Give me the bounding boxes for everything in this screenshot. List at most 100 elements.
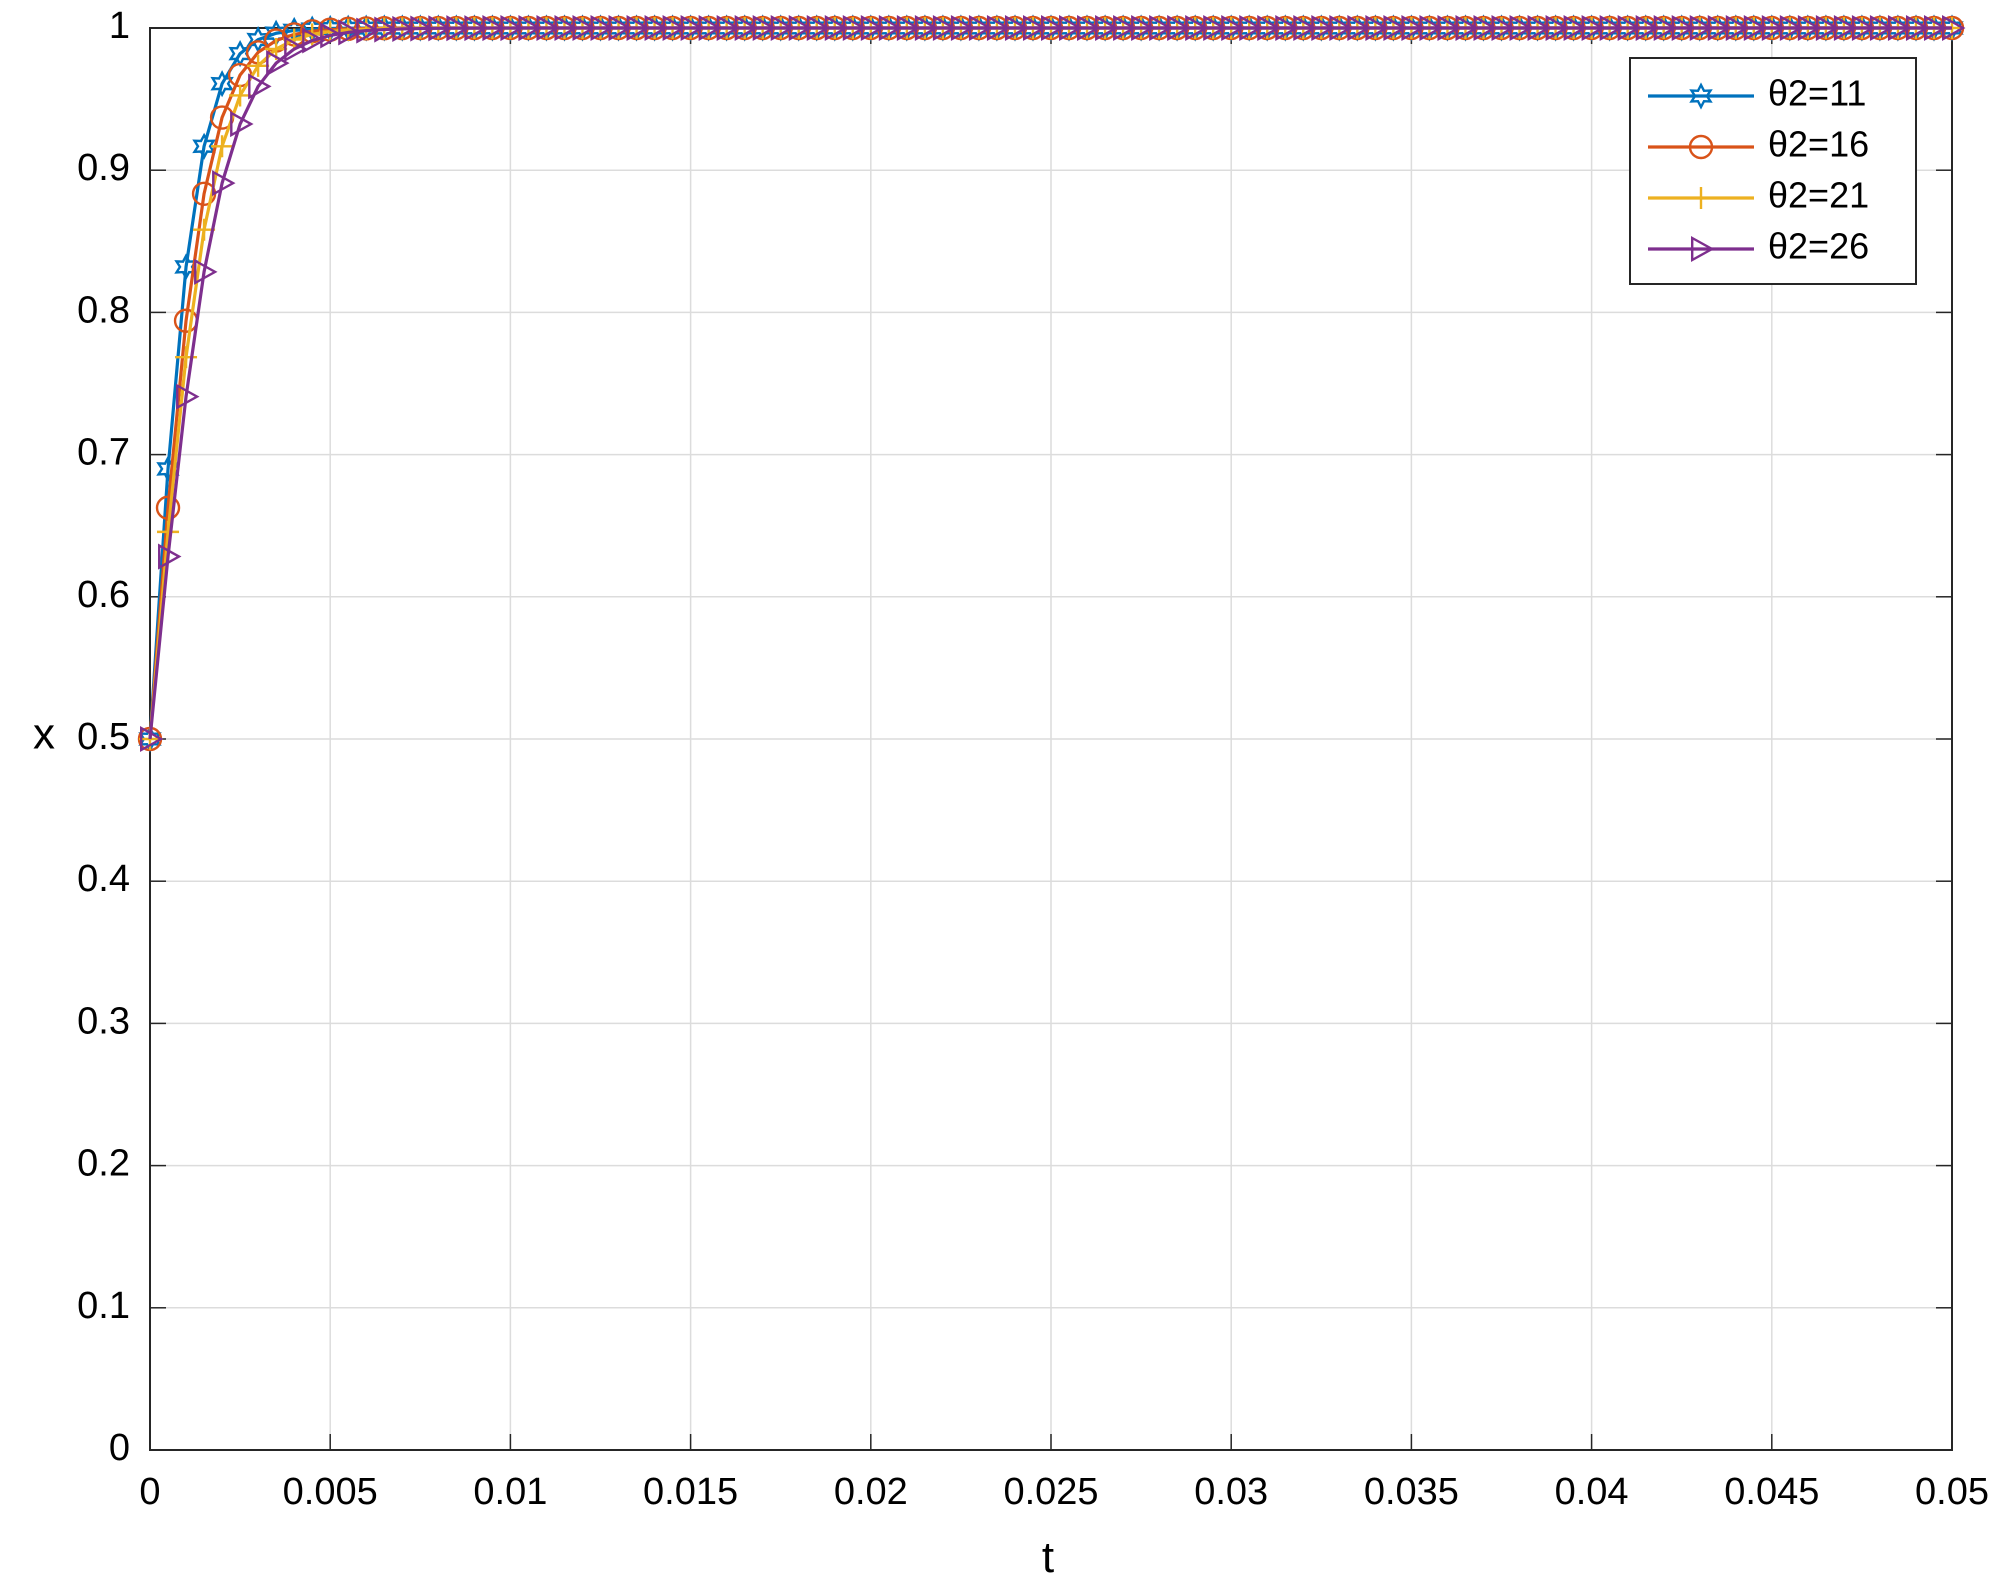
x-tick-label: 0.005 [283, 1471, 378, 1513]
triangle-marker [1419, 14, 1443, 42]
tick-labels: 0 0.005 0.01 0.015 0.02 0.025 0.03 0.035 0.04 0.0… [77, 5, 1989, 1513]
triangle-marker [1671, 14, 1696, 42]
y-tick-label: 0.1 [77, 1285, 130, 1327]
y-tick-label: 0 [109, 1427, 130, 1469]
triangle-marker [1095, 14, 1119, 42]
triangle-marker [536, 14, 560, 42]
triangle-marker [554, 14, 578, 42]
triangle-marker [266, 50, 290, 77]
triangle-marker [860, 14, 885, 42]
triangle-marker [824, 14, 849, 42]
triangle-marker [139, 725, 164, 753]
triangle-marker [1455, 14, 1479, 42]
hexagram-marker [1689, 82, 1713, 110]
triangle-marker [1635, 14, 1660, 42]
triangle-marker [1221, 14, 1245, 42]
triangle-marker [1203, 14, 1227, 42]
triangle-marker [1059, 14, 1083, 42]
triangle-marker [1293, 14, 1317, 42]
triangle-marker [1185, 14, 1209, 42]
triangle-marker [1257, 14, 1281, 42]
triangle-marker [1581, 14, 1606, 42]
triangle-marker [302, 27, 326, 54]
y-tick-label: 0.4 [77, 858, 130, 900]
triangle-marker [1761, 14, 1786, 42]
triangle-marker [1113, 14, 1137, 42]
triangle-marker [1149, 14, 1173, 42]
y-tick-label: 0.9 [77, 147, 130, 189]
x-tick-label: 0.045 [1724, 1471, 1819, 1513]
legend-item: θ2=21 [1648, 175, 1869, 216]
legend-label: θ2=26 [1768, 226, 1869, 267]
triangle-marker [482, 15, 506, 42]
triangle-marker [1383, 14, 1407, 42]
x-tick-label: 0.05 [1915, 1471, 1989, 1513]
triangle-marker [1077, 14, 1101, 42]
triangle-marker [1131, 14, 1155, 42]
triangle-marker [986, 14, 1011, 42]
triangle-marker [446, 15, 470, 42]
triangle-marker [752, 14, 777, 42]
triangle-marker [1905, 14, 1930, 42]
triangle-marker [968, 14, 993, 42]
legend-label: θ2=16 [1768, 124, 1869, 165]
series-layer [137, 14, 1966, 753]
triangle-marker [1311, 14, 1335, 42]
triangle-marker [1347, 14, 1371, 42]
series-4 [139, 14, 1966, 753]
triangle-marker [500, 14, 524, 42]
triangle-marker [1329, 14, 1353, 42]
triangle-marker [410, 15, 434, 42]
hexagram-marker [210, 70, 234, 98]
triangle-marker [1167, 14, 1191, 42]
triangle-marker [716, 14, 741, 42]
triangle-marker [1004, 14, 1029, 42]
triangle-marker [608, 14, 632, 42]
x-tick-label: 0.04 [1555, 1471, 1629, 1513]
triangle-marker [1491, 14, 1515, 42]
triangle-marker [572, 14, 596, 42]
legend-label: θ2=21 [1768, 175, 1869, 216]
triangle-marker [1275, 14, 1299, 42]
triangle-marker [1545, 14, 1570, 42]
triangle-marker [374, 16, 398, 43]
x-tick-label: 0.035 [1364, 1471, 1459, 1513]
triangle-marker [1473, 14, 1497, 42]
triangle-marker [788, 14, 813, 42]
triangle-marker [1527, 14, 1552, 42]
triangle-marker [1437, 14, 1461, 42]
triangle-marker [1851, 14, 1876, 42]
y-tick-label: 0.2 [77, 1143, 130, 1185]
plus-marker [1690, 187, 1712, 209]
triangle-marker [1707, 14, 1732, 42]
triangle-marker [1779, 14, 1804, 42]
y-tick-label: 0.8 [77, 289, 130, 331]
x-tick-label: 0.025 [1003, 1471, 1098, 1513]
triangle-marker [176, 383, 200, 410]
triangle-marker [320, 22, 344, 49]
triangle-marker [1833, 14, 1858, 42]
triangle-marker [932, 14, 957, 42]
circle-marker [1688, 134, 1714, 160]
triangle-marker [806, 14, 831, 42]
y-tick-label: 0.7 [77, 432, 130, 474]
triangle-marker [248, 73, 272, 100]
triangle-marker [1509, 14, 1533, 42]
triangle-marker [626, 14, 651, 42]
legend-label: θ2=11 [1768, 73, 1866, 114]
triangle-marker [230, 111, 254, 138]
triangle-marker [194, 258, 218, 285]
plus-marker [211, 135, 234, 158]
triangle-marker [1869, 14, 1894, 42]
triangle-marker [158, 543, 182, 570]
triangle-marker [212, 170, 236, 197]
triangle-marker [356, 17, 380, 44]
y-tick-label: 1 [109, 5, 130, 47]
triangle-marker [914, 14, 939, 42]
plus-marker [157, 520, 180, 543]
triangle-marker [1923, 14, 1948, 42]
triangle-marker [842, 14, 867, 42]
triangle-marker [878, 14, 903, 42]
legend-item: θ2=11 [1648, 73, 1866, 114]
